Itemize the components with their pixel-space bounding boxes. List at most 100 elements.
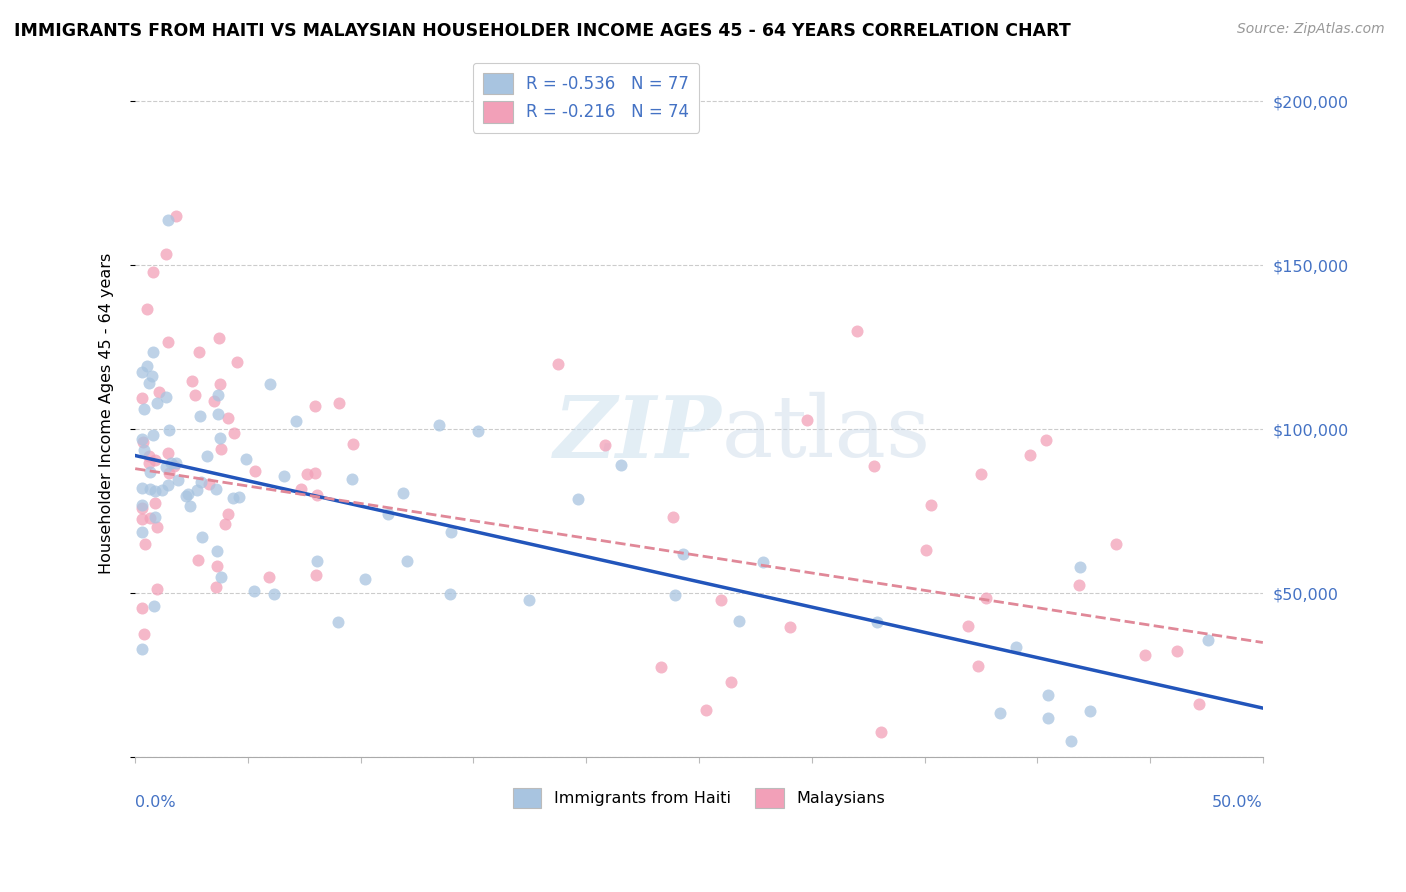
- Point: [138, 457, 160, 471]
- Point: [205, 559, 228, 574]
- Point: [914, 543, 936, 558]
- Point: [195, 449, 218, 463]
- Point: [392, 486, 415, 500]
- Point: [845, 324, 868, 338]
- Text: 50.0%: 50.0%: [1212, 795, 1263, 810]
- Point: [1035, 433, 1057, 447]
- Point: [139, 511, 162, 525]
- Point: [243, 464, 266, 478]
- Point: [131, 365, 153, 379]
- Point: [148, 385, 170, 400]
- Point: [131, 500, 153, 515]
- Point: [176, 487, 198, 501]
- Point: [1188, 697, 1211, 711]
- Point: [1078, 704, 1101, 718]
- Point: [132, 434, 155, 449]
- Point: [143, 453, 166, 467]
- Point: [146, 520, 169, 534]
- Point: [138, 449, 160, 463]
- Point: [650, 660, 672, 674]
- Point: [143, 510, 166, 524]
- Point: [285, 414, 308, 428]
- Point: [328, 615, 350, 629]
- Point: [134, 537, 156, 551]
- Point: [517, 592, 540, 607]
- Point: [226, 355, 249, 369]
- Point: [131, 600, 153, 615]
- Point: [779, 620, 801, 634]
- Point: [1105, 537, 1128, 551]
- Point: [131, 498, 153, 512]
- Point: [671, 547, 693, 561]
- Point: [141, 368, 163, 383]
- Point: [305, 568, 328, 582]
- Point: [304, 466, 326, 480]
- Point: [208, 431, 231, 445]
- Point: [157, 445, 180, 459]
- Point: [710, 592, 733, 607]
- Point: [970, 467, 993, 481]
- Point: [131, 392, 153, 406]
- Point: [307, 487, 329, 501]
- Point: [395, 554, 418, 568]
- Point: [136, 359, 159, 374]
- Point: [142, 428, 165, 442]
- Point: [342, 437, 364, 451]
- Point: [290, 483, 312, 497]
- Point: [174, 489, 197, 503]
- Point: [145, 582, 167, 596]
- Point: [198, 476, 221, 491]
- Point: [191, 530, 214, 544]
- Point: [662, 510, 685, 524]
- Point: [207, 331, 229, 345]
- Point: [187, 553, 209, 567]
- Point: [1197, 633, 1219, 648]
- Point: [222, 491, 245, 506]
- Point: [138, 376, 160, 391]
- Point: [156, 212, 179, 227]
- Point: [156, 334, 179, 349]
- Point: [131, 641, 153, 656]
- Point: [214, 516, 236, 531]
- Point: [921, 498, 943, 512]
- Point: [209, 376, 232, 391]
- Point: [547, 358, 569, 372]
- Point: [728, 614, 751, 628]
- Point: [145, 496, 167, 510]
- Point: [610, 458, 633, 472]
- Text: 0.0%: 0.0%: [135, 795, 176, 810]
- Point: [440, 524, 463, 539]
- Point: [207, 387, 229, 401]
- Point: [243, 584, 266, 599]
- Point: [1133, 648, 1156, 662]
- Point: [273, 469, 295, 483]
- Point: [186, 483, 208, 498]
- Point: [1067, 578, 1090, 592]
- Point: [1166, 644, 1188, 658]
- Point: [1069, 559, 1091, 574]
- Point: [205, 482, 228, 496]
- Point: [145, 396, 167, 410]
- Point: [259, 377, 281, 392]
- Point: [957, 619, 980, 633]
- Point: [966, 658, 988, 673]
- Point: [131, 432, 153, 446]
- Text: ZIP: ZIP: [554, 392, 721, 475]
- Point: [142, 344, 165, 359]
- Point: [328, 396, 350, 410]
- Point: [155, 459, 177, 474]
- Point: [235, 452, 257, 467]
- Point: [377, 507, 399, 521]
- Point: [427, 417, 450, 432]
- Point: [156, 478, 179, 492]
- Point: [304, 399, 326, 413]
- Point: [259, 570, 281, 584]
- Point: [132, 627, 155, 641]
- Point: [863, 459, 886, 474]
- Point: [207, 544, 229, 558]
- Point: [340, 472, 363, 486]
- Point: [139, 465, 162, 479]
- Point: [134, 402, 156, 417]
- Point: [209, 570, 232, 584]
- Point: [139, 482, 162, 496]
